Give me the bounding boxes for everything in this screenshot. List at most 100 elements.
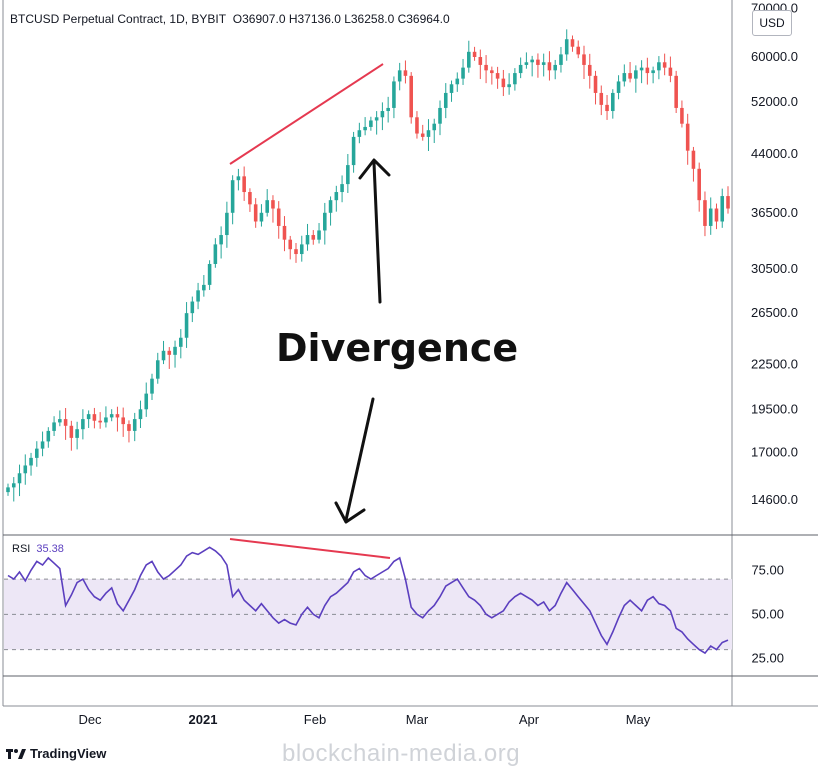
candle-body[interactable]: [628, 73, 632, 79]
candle-body[interactable]: [92, 414, 97, 421]
candle-body[interactable]: [720, 196, 725, 222]
candle-body[interactable]: [524, 62, 529, 65]
candle-body[interactable]: [242, 176, 246, 193]
candle-body[interactable]: [219, 235, 223, 245]
candle-body[interactable]: [708, 208, 713, 226]
candle-body[interactable]: [415, 117, 419, 134]
candle-body[interactable]: [357, 130, 362, 137]
candle-body[interactable]: [455, 78, 460, 85]
candle-body[interactable]: [161, 350, 166, 361]
candle-body[interactable]: [35, 448, 39, 458]
candle-body[interactable]: [155, 360, 160, 379]
candle-body[interactable]: [213, 244, 218, 264]
candle-body[interactable]: [703, 200, 707, 226]
candle-body[interactable]: [311, 235, 316, 240]
candle-body[interactable]: [472, 51, 477, 57]
candle-body[interactable]: [363, 126, 367, 131]
candle-body[interactable]: [622, 73, 627, 82]
candle-body[interactable]: [207, 263, 212, 285]
candle-body[interactable]: [46, 430, 51, 442]
candle-body[interactable]: [438, 107, 442, 124]
candle-body[interactable]: [17, 473, 22, 484]
candle-body[interactable]: [616, 81, 621, 93]
candle-body[interactable]: [271, 200, 275, 209]
candle-body[interactable]: [323, 212, 327, 231]
candle-body[interactable]: [288, 239, 293, 250]
candle-body[interactable]: [202, 284, 206, 291]
symbol-name[interactable]: BTCUSD Perpetual Contract: [10, 12, 163, 26]
candle-body[interactable]: [605, 104, 609, 112]
candle-body[interactable]: [253, 204, 258, 222]
candle-body[interactable]: [461, 67, 465, 79]
candle-body[interactable]: [530, 59, 534, 63]
candle-body[interactable]: [380, 111, 385, 118]
candle-body[interactable]: [132, 419, 137, 431]
candle-body[interactable]: [680, 107, 684, 124]
price-chart-pane[interactable]: [2, 0, 730, 706]
candle-body[interactable]: [282, 225, 287, 240]
candle-body[interactable]: [346, 165, 350, 185]
candle-body[interactable]: [513, 73, 517, 85]
candle-body[interactable]: [495, 73, 500, 79]
candle-body[interactable]: [490, 70, 494, 74]
candle-body[interactable]: [576, 46, 581, 55]
tradingview-brand[interactable]: TradingView: [6, 746, 106, 761]
rsi-pane[interactable]: [3, 534, 818, 655]
candle-body[interactable]: [536, 59, 540, 65]
candle-body[interactable]: [484, 64, 488, 71]
candle-body[interactable]: [52, 422, 56, 431]
candle-body[interactable]: [501, 78, 506, 88]
candle-body[interactable]: [553, 64, 557, 71]
candle-body[interactable]: [69, 425, 74, 438]
candle-body[interactable]: [426, 130, 431, 137]
candle-body[interactable]: [386, 107, 390, 112]
time-axis[interactable]: Dec 2021 Feb Mar Apr May: [3, 675, 818, 727]
candle-body[interactable]: [236, 176, 241, 181]
candle-body[interactable]: [179, 337, 183, 347]
rsi-axis[interactable]: 75.00 50.00 25.00: [751, 562, 784, 665]
candle-body[interactable]: [11, 483, 16, 488]
candle-body[interactable]: [478, 57, 483, 65]
candle-body[interactable]: [507, 84, 511, 88]
candle-body[interactable]: [449, 84, 454, 93]
candle-body[interactable]: [63, 419, 68, 426]
candle-body[interactable]: [369, 120, 373, 127]
candle-body[interactable]: [541, 62, 546, 65]
candle-body[interactable]: [196, 290, 200, 302]
candle-body[interactable]: [564, 39, 569, 55]
candle-body[interactable]: [98, 420, 102, 423]
candle-body[interactable]: [328, 200, 333, 213]
candle-body[interactable]: [138, 409, 143, 420]
candle-body[interactable]: [190, 301, 195, 314]
candle-body[interactable]: [443, 92, 448, 108]
candle-body[interactable]: [432, 123, 437, 131]
candle-body[interactable]: [299, 244, 304, 255]
candle-body[interactable]: [225, 212, 229, 236]
candle-body[interactable]: [294, 249, 298, 255]
candle-body[interactable]: [691, 150, 696, 169]
candle-body[interactable]: [23, 465, 28, 474]
candle-body[interactable]: [334, 192, 339, 201]
rsi-line[interactable]: [7, 546, 729, 655]
candle-body[interactable]: [374, 117, 379, 121]
candle-body[interactable]: [81, 419, 85, 430]
price-axis[interactable]: 70000.060000.052000.044000.036500.030500…: [731, 0, 798, 706]
candle-body[interactable]: [409, 75, 413, 118]
candle-body[interactable]: [104, 417, 108, 423]
candle-body[interactable]: [115, 414, 120, 418]
candle-body[interactable]: [167, 350, 172, 355]
interval-label[interactable]: 1D: [169, 12, 185, 26]
candle-body[interactable]: [265, 200, 269, 213]
candle-body[interactable]: [173, 346, 177, 355]
candle-body[interactable]: [305, 235, 310, 245]
candle-body[interactable]: [230, 180, 235, 213]
candle-body[interactable]: [645, 67, 650, 74]
candle-body[interactable]: [40, 441, 45, 449]
candle-body[interactable]: [518, 64, 523, 74]
candle-body[interactable]: [121, 417, 125, 425]
candle-body[interactable]: [248, 192, 252, 205]
candle-body[interactable]: [75, 429, 79, 438]
candle-body[interactable]: [651, 70, 655, 74]
candle-body[interactable]: [259, 212, 264, 222]
